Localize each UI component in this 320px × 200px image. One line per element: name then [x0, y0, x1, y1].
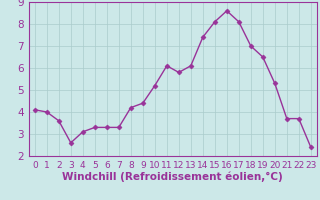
- X-axis label: Windchill (Refroidissement éolien,°C): Windchill (Refroidissement éolien,°C): [62, 171, 283, 182]
